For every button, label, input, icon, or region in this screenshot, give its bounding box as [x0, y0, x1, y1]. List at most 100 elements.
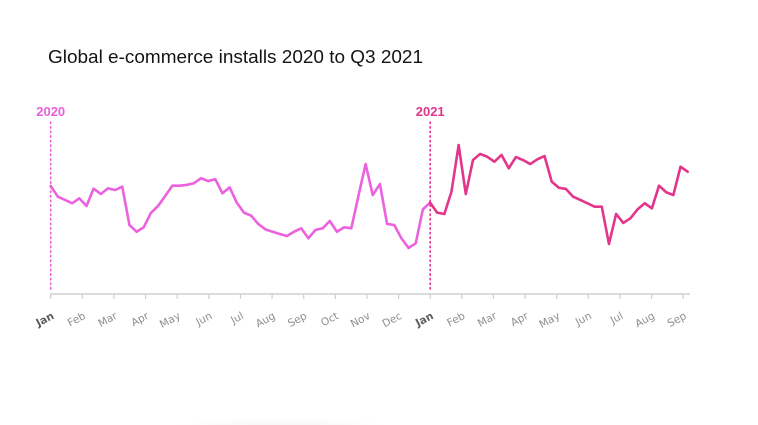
data-point-2020	[300, 227, 303, 230]
data-point-2021	[636, 208, 639, 211]
data-point-2020	[149, 211, 152, 215]
data-point-2020	[221, 192, 224, 195]
series-line-2020	[49, 162, 432, 250]
data-point-2020	[257, 222, 260, 226]
x-tick-label: Jun	[193, 310, 214, 329]
data-point-2021	[550, 180, 553, 183]
data-point-2021	[579, 198, 582, 202]
data-point-2021	[521, 158, 525, 162]
x-tick-label: Aug	[254, 310, 278, 330]
data-point-2021	[493, 160, 496, 163]
x-tick-label: Apr	[129, 310, 151, 329]
data-point-2021	[657, 184, 661, 187]
data-point-2021	[471, 158, 475, 162]
data-point-2020	[121, 185, 124, 188]
data-point-2020	[421, 208, 424, 211]
data-point-2021	[514, 155, 518, 159]
x-tick-label: May	[537, 310, 562, 331]
data-point-2020	[199, 177, 203, 180]
x-tick-label: Mar	[96, 310, 120, 330]
bottom-shadow	[168, 418, 392, 425]
data-point-2020	[185, 183, 188, 187]
data-point-2020	[142, 226, 145, 229]
data-point-2020	[285, 234, 288, 238]
data-point-2020	[85, 204, 88, 208]
data-point-2020	[292, 230, 296, 233]
data-point-2021	[500, 153, 503, 157]
chart-title: Global e-commerce installs 2020 to Q3 20…	[48, 46, 423, 67]
x-tick-label: Sep	[665, 310, 688, 330]
x-ticks	[50, 294, 684, 299]
data-point-2021	[600, 205, 603, 208]
data-point-2021	[464, 192, 467, 196]
x-tick-label: Jul	[608, 310, 626, 327]
data-point-2020	[271, 230, 274, 233]
data-point-2021	[564, 187, 568, 191]
data-point-2020	[371, 193, 374, 197]
data-point-2020	[335, 230, 339, 233]
data-point-2020	[135, 230, 138, 233]
data-point-2021	[686, 170, 689, 173]
year-marker-label: 2020	[36, 104, 65, 119]
data-point-2020	[278, 232, 281, 236]
data-point-2021	[436, 211, 439, 214]
data-point-2021	[679, 165, 682, 168]
data-point-2020	[56, 195, 59, 198]
x-tick-label: Sep	[286, 310, 309, 330]
data-point-2020	[393, 223, 396, 227]
data-point-2020	[350, 227, 353, 230]
data-point-2020	[171, 184, 174, 187]
data-point-2020	[328, 219, 331, 223]
data-point-2021	[557, 186, 560, 189]
series-group	[49, 143, 689, 250]
data-point-2021	[622, 221, 625, 225]
data-point-2021	[629, 217, 632, 220]
x-tick-label: Jun	[573, 310, 594, 329]
data-point-2021	[428, 201, 432, 204]
data-point-2021	[507, 167, 510, 170]
x-tick-label: Jan	[33, 310, 56, 330]
x-tick-label: Feb	[445, 310, 467, 329]
data-point-2021	[443, 212, 446, 216]
data-point-2020	[343, 226, 346, 229]
data-point-2020	[164, 194, 167, 198]
x-tick-label: Nov	[349, 310, 373, 330]
data-point-2020	[78, 197, 81, 200]
data-point-2021	[479, 152, 482, 156]
data-point-2020	[156, 204, 160, 208]
series-line-2021	[428, 143, 689, 246]
data-point-2021	[586, 202, 589, 205]
data-point-2020	[92, 187, 95, 190]
year-markers: 2020 2021	[36, 104, 445, 293]
x-tick-label: Dec	[380, 310, 404, 330]
data-point-2020	[407, 246, 410, 250]
data-point-2020	[106, 187, 110, 190]
data-point-2020	[378, 182, 382, 186]
data-point-2021	[543, 154, 546, 158]
data-point-2021	[615, 212, 618, 216]
data-point-2020	[99, 192, 102, 196]
data-point-2021	[665, 191, 668, 194]
data-point-2020	[235, 201, 238, 204]
data-point-2020	[228, 186, 231, 189]
data-point-2020	[242, 211, 246, 214]
data-point-2020	[178, 184, 181, 187]
data-point-2020	[385, 222, 389, 226]
x-tick-label: Mar	[476, 310, 500, 330]
x-tick-label: Oct	[319, 310, 341, 329]
x-tick-label: Jul	[228, 310, 246, 327]
data-point-2020	[414, 242, 417, 245]
data-point-2020	[307, 237, 310, 240]
data-point-2020	[207, 179, 210, 183]
x-tick-label: Apr	[509, 310, 531, 329]
data-point-2021	[650, 207, 653, 210]
data-point-2020	[314, 228, 317, 232]
data-point-2020	[364, 162, 367, 166]
data-point-2020	[49, 184, 52, 188]
data-point-2020	[63, 198, 67, 202]
x-tick-label: Jan	[413, 310, 436, 330]
data-point-2020	[128, 223, 131, 227]
data-point-2021	[593, 205, 596, 208]
data-point-2021	[672, 193, 675, 197]
